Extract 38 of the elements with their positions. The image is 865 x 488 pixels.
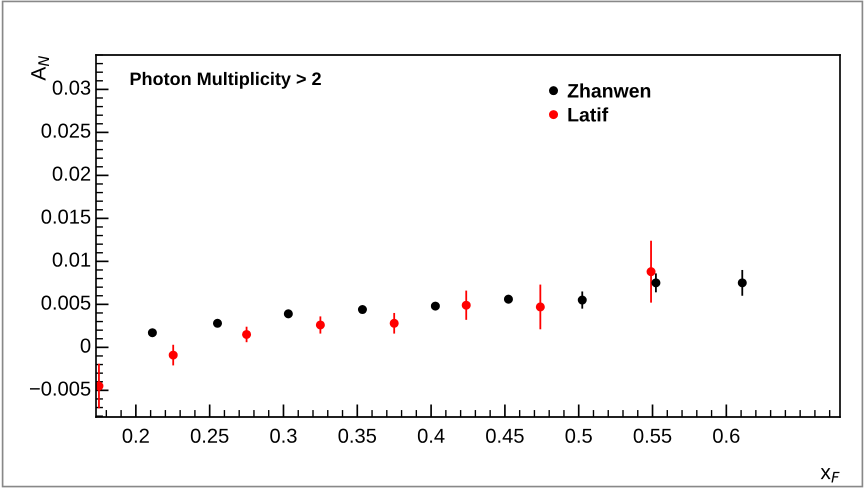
x-tick-label: 0.45 — [486, 428, 524, 443]
x-tick-label: 0.55 — [634, 428, 672, 443]
y-tick-label: 0 — [80, 338, 90, 353]
x-tick-label: 0.6 — [713, 428, 740, 443]
x-tick-label: 0.25 — [190, 428, 228, 443]
point — [651, 278, 660, 288]
point — [358, 305, 367, 314]
point — [504, 294, 513, 304]
y-tick-label: 0.015 — [42, 210, 90, 224]
y-tick-label: 0.025 — [42, 124, 90, 138]
point — [462, 300, 471, 310]
annotation: Photon Multiplicity > 2 — [130, 72, 321, 89]
y-axis-title: A$_{N}$ — [31, 56, 49, 81]
point — [168, 350, 178, 360]
point — [430, 302, 440, 311]
point — [578, 296, 587, 305]
point — [646, 267, 656, 276]
y-tick-label: −0.005 — [30, 381, 90, 396]
point — [242, 330, 252, 339]
x-tick-label: 0.2 — [122, 428, 149, 443]
point — [284, 309, 293, 318]
point — [738, 278, 747, 288]
y-tick-label: 0.03 — [52, 80, 90, 95]
legend-label: Latif — [568, 107, 608, 122]
y-tick-label: 0.02 — [52, 166, 90, 181]
x-tick-label: 0.35 — [338, 428, 376, 443]
point — [148, 328, 157, 338]
point — [316, 320, 325, 330]
x-axis-title: x$_{F}$ — [820, 468, 840, 483]
point — [212, 318, 222, 328]
x-tick-label: 0.3 — [270, 428, 297, 443]
legend-label: Zhanwen — [568, 83, 650, 98]
x-tick-label: 0.5 — [566, 428, 592, 443]
x-tick-label: 0.4 — [418, 428, 445, 443]
point — [390, 318, 399, 328]
point — [536, 302, 545, 312]
y-tick-label: 0.01 — [52, 252, 90, 267]
y-tick-label: 0.005 — [42, 296, 90, 310]
